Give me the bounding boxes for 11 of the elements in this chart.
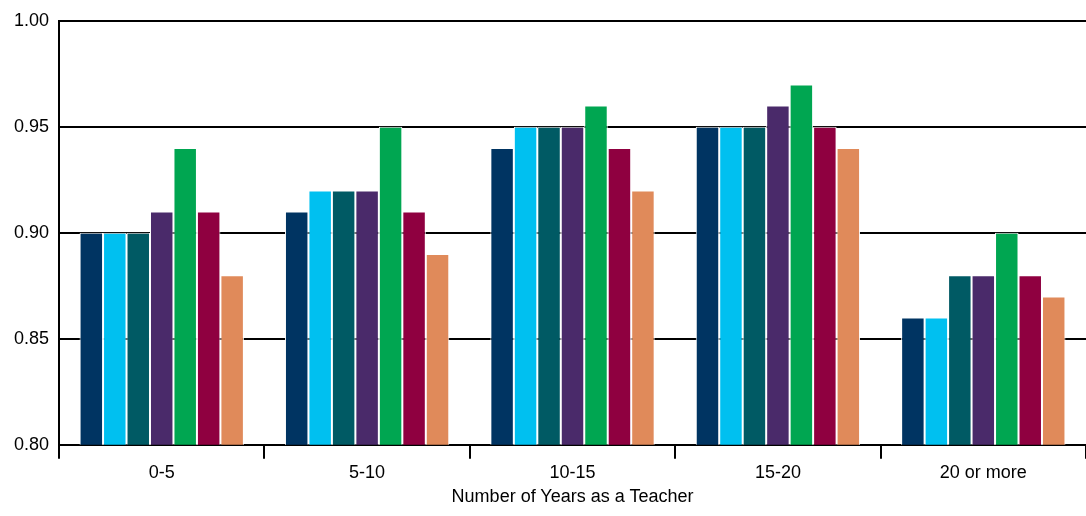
y-tick-label: 0.90 (13, 221, 50, 242)
x-tick-label: 20 or more (939, 461, 1027, 482)
y-tick-label: 1.00 (13, 9, 50, 30)
x-tick-label: 10-15 (549, 461, 596, 482)
x-tick-label: 0-5 (148, 461, 175, 482)
y-tick-label: 0.85 (13, 327, 50, 348)
x-tick-label: 15-20 (754, 461, 801, 482)
x-tick-label: 5-10 (349, 461, 386, 482)
y-tick-label: 0.80 (13, 433, 50, 454)
y-tick-label: 0.95 (13, 115, 50, 136)
x-axis-title: Number of Years as a Teacher (451, 486, 694, 507)
